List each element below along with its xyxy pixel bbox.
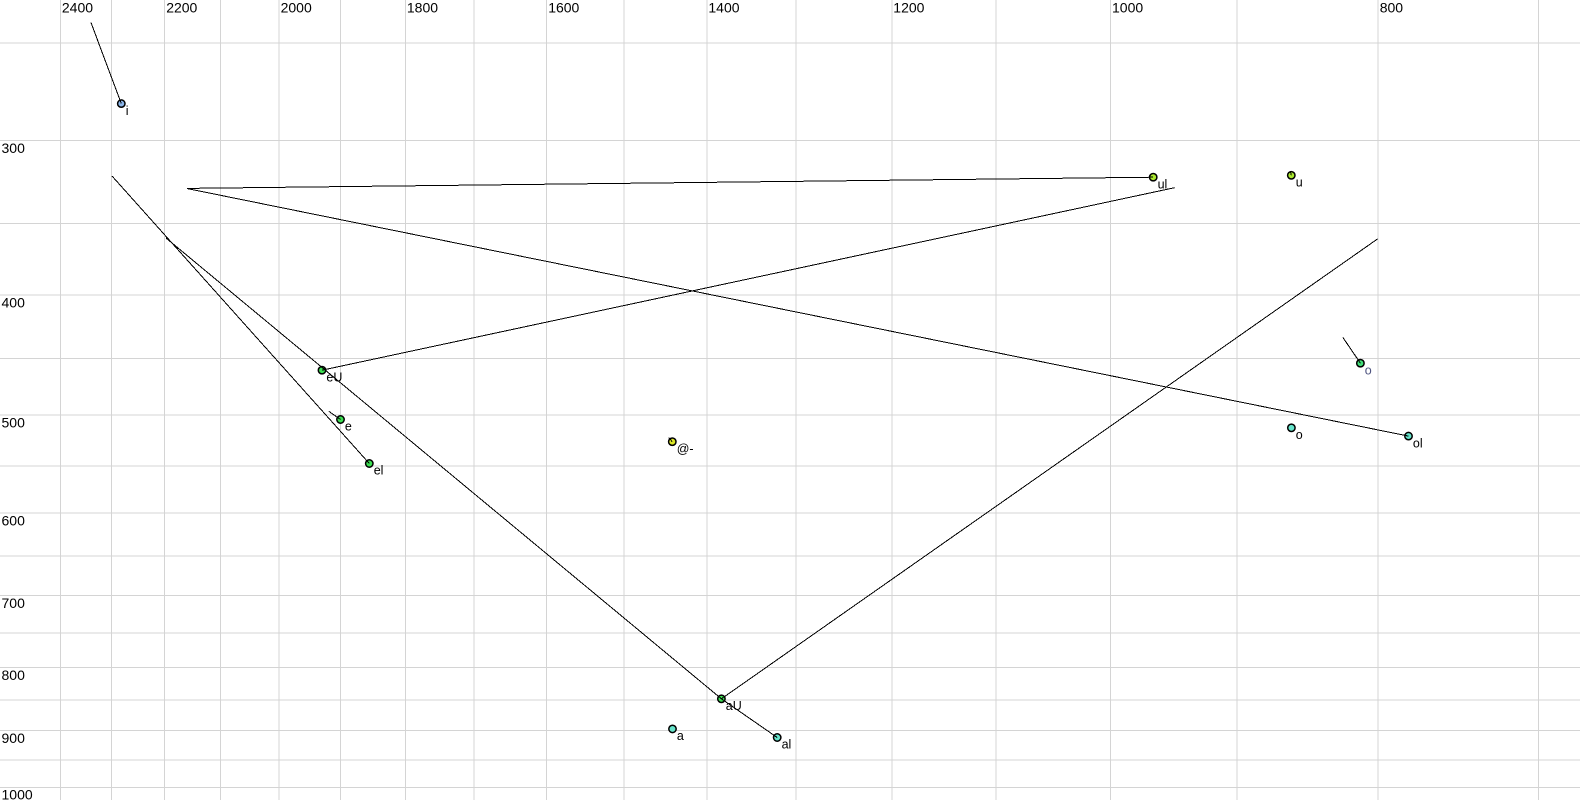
svg-text:eU: eU bbox=[326, 370, 342, 384]
svg-text:1200: 1200 bbox=[893, 0, 924, 15]
svg-text:700: 700 bbox=[2, 595, 26, 611]
svg-text:300: 300 bbox=[2, 140, 26, 156]
svg-text:2000: 2000 bbox=[281, 0, 312, 15]
svg-text:ul: ul bbox=[1158, 177, 1168, 191]
svg-text:i: i bbox=[126, 104, 129, 118]
svg-text:1800: 1800 bbox=[407, 0, 438, 15]
svg-text:aU: aU bbox=[726, 699, 742, 713]
svg-text:400: 400 bbox=[2, 295, 26, 311]
svg-text:el: el bbox=[374, 464, 384, 478]
svg-text:1000: 1000 bbox=[1112, 0, 1143, 15]
svg-text:800: 800 bbox=[2, 667, 26, 683]
svg-text:al: al bbox=[782, 738, 792, 752]
svg-text:a: a bbox=[677, 729, 684, 743]
svg-text:e: e bbox=[345, 420, 352, 434]
svg-text:ol: ol bbox=[1413, 436, 1423, 450]
svg-text:600: 600 bbox=[2, 512, 26, 528]
svg-text:@-: @- bbox=[677, 442, 694, 456]
svg-text:o: o bbox=[1296, 428, 1303, 442]
svg-text:2400: 2400 bbox=[62, 0, 93, 15]
svg-text:1400: 1400 bbox=[708, 0, 739, 15]
svg-text:900: 900 bbox=[2, 730, 26, 746]
svg-text:2200: 2200 bbox=[166, 0, 197, 15]
svg-text:500: 500 bbox=[2, 414, 26, 430]
svg-text:u: u bbox=[1296, 176, 1303, 190]
svg-text:800: 800 bbox=[1380, 0, 1404, 15]
svg-text:1600: 1600 bbox=[548, 0, 579, 15]
svg-text:1000: 1000 bbox=[2, 787, 33, 800]
svg-text:o: o bbox=[1365, 363, 1372, 377]
